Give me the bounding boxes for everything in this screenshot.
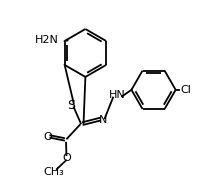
Text: HN: HN [109,90,126,100]
Text: S: S [68,99,76,112]
Text: O: O [63,153,71,163]
Text: Cl: Cl [180,85,191,95]
Text: H2N: H2N [35,36,59,45]
Text: O: O [43,132,52,142]
Text: CH₃: CH₃ [44,167,64,177]
Text: N: N [99,115,107,125]
